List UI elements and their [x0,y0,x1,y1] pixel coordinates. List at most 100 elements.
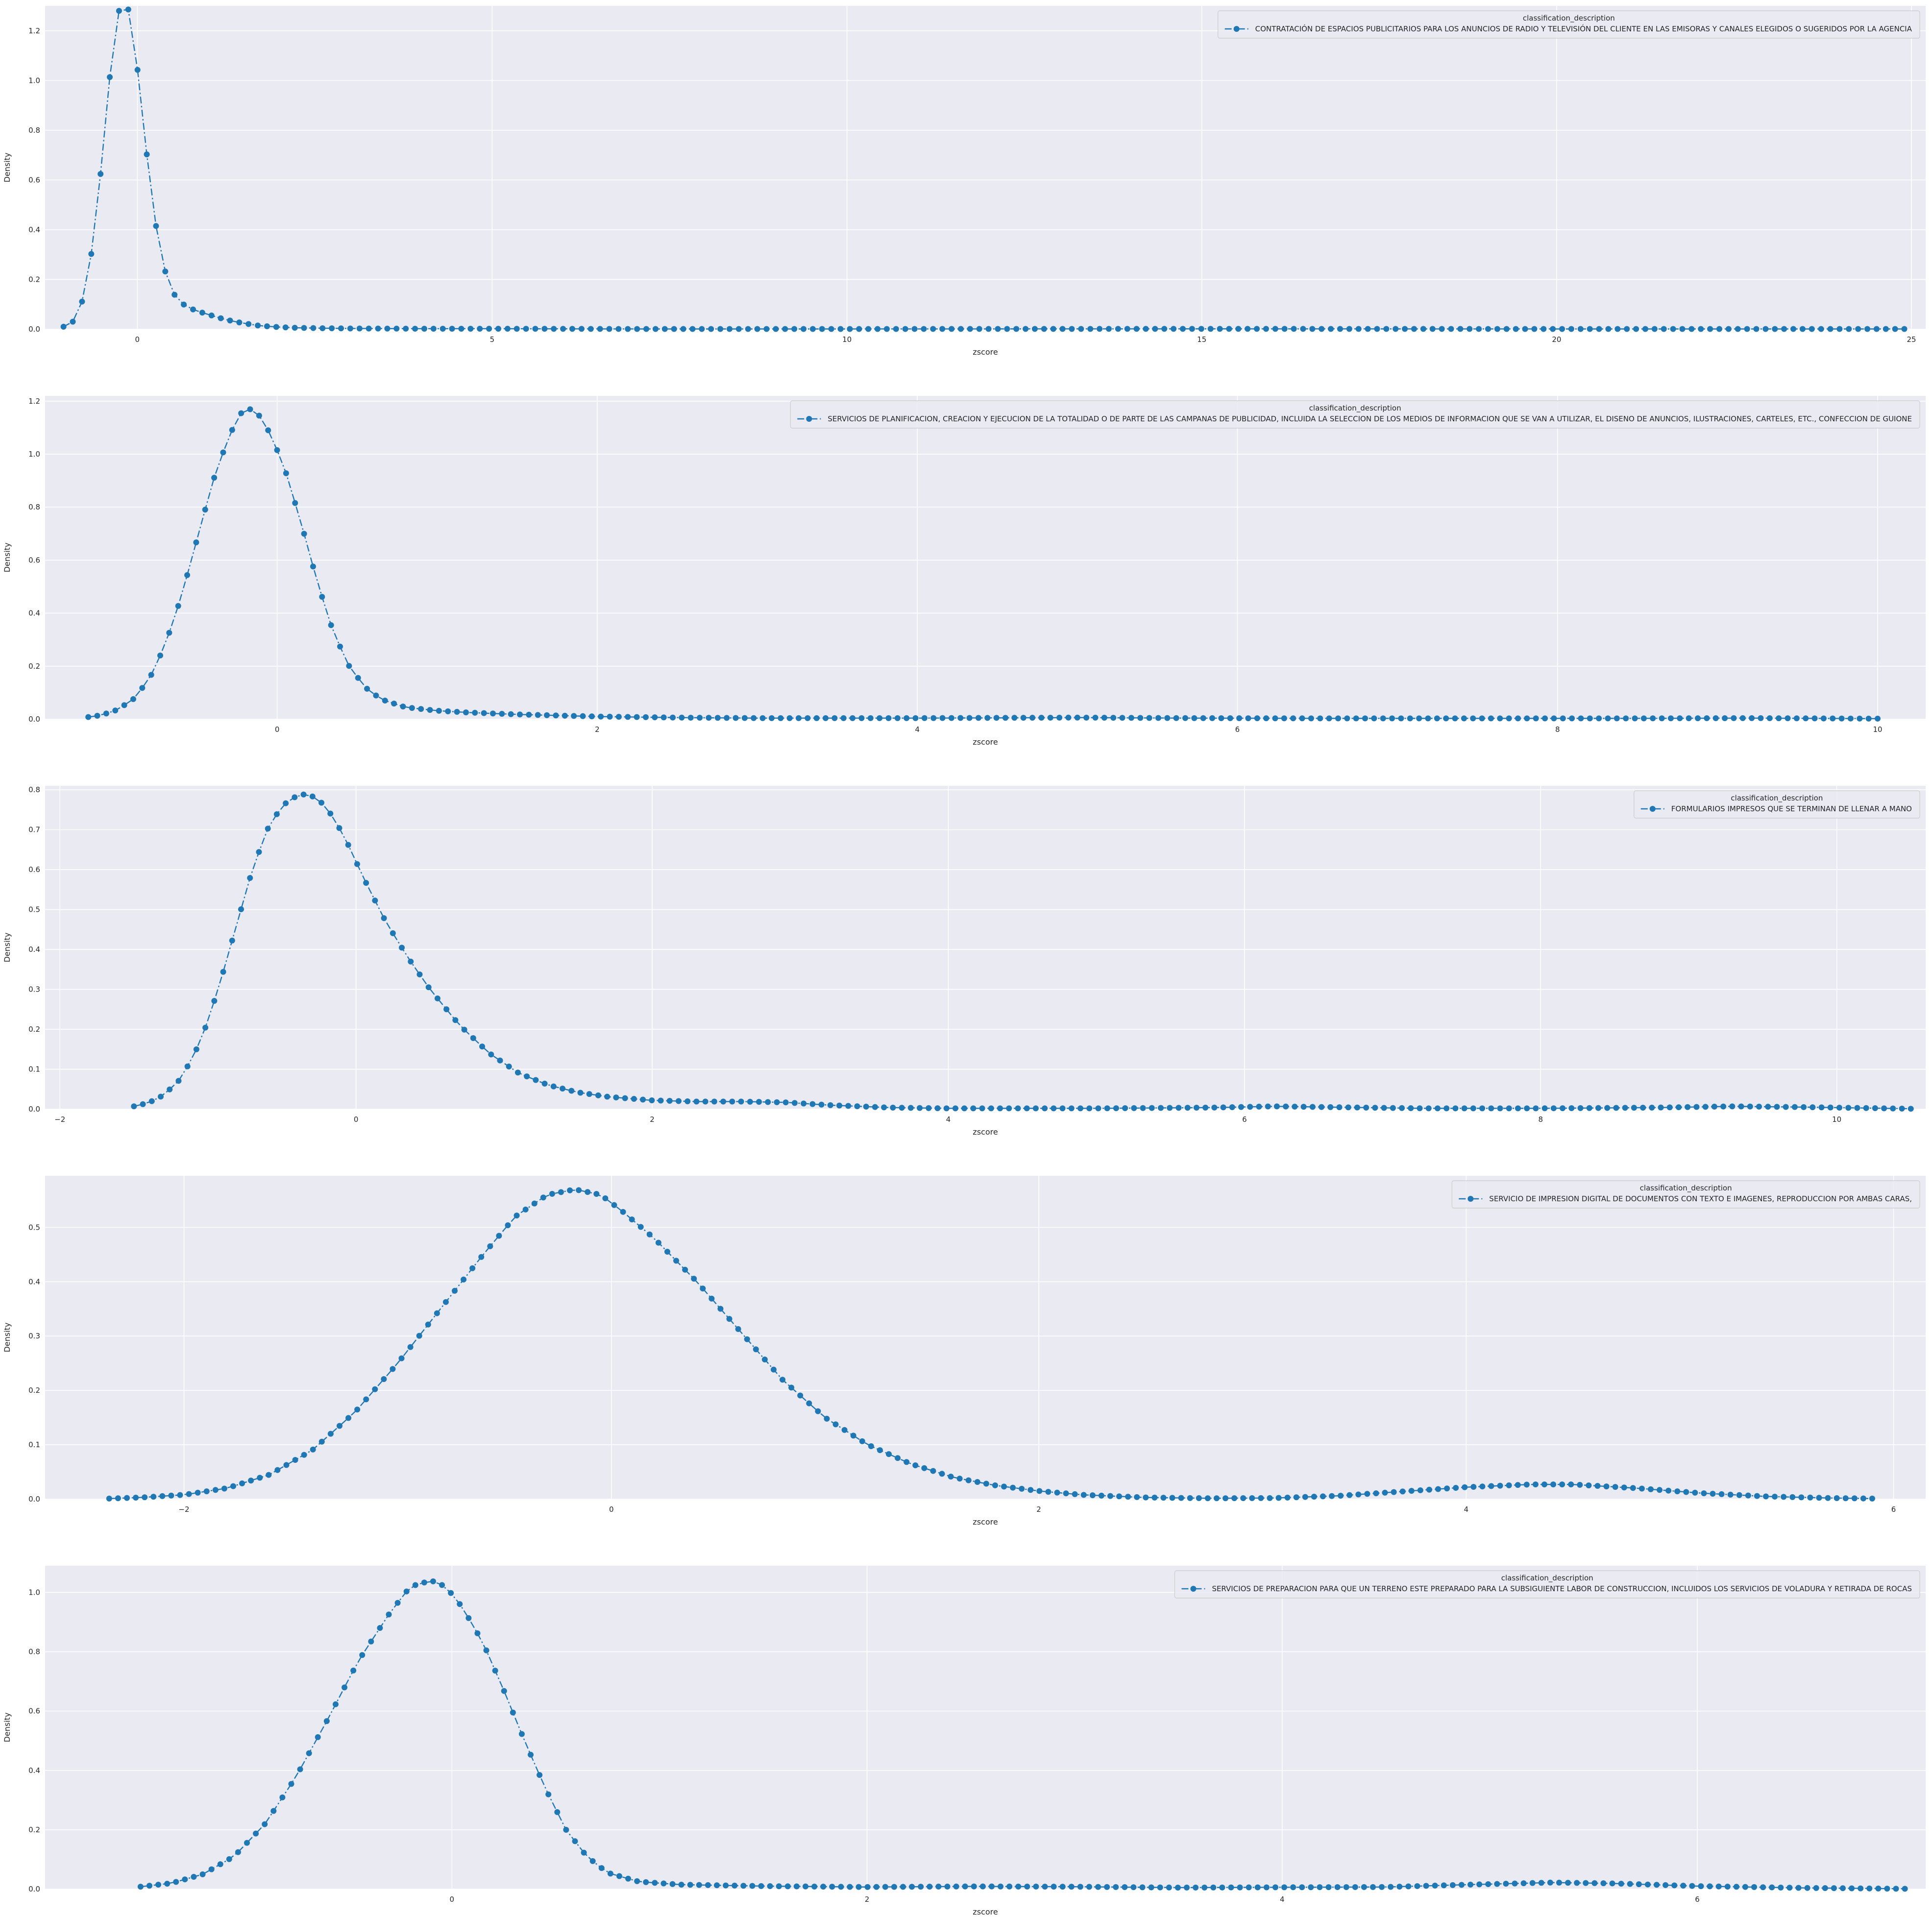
data-point [283,1462,290,1468]
y-tick-label: 1.2 [28,26,40,35]
legend-swatch-marker [1190,1586,1197,1592]
data-point [393,325,400,332]
data-point [262,1821,268,1827]
data-point [1603,1483,1610,1490]
data-point [554,1809,561,1815]
y-tick-label: 0.8 [28,1648,40,1656]
data-point [514,1213,520,1219]
data-point [847,1884,853,1890]
data-point [1024,1883,1030,1890]
data-point [1143,326,1149,332]
data-point [831,715,838,721]
data-point [1845,1105,1852,1111]
data-point [809,326,816,332]
data-point [227,317,233,324]
data-point [208,312,215,318]
data-point [740,1883,747,1889]
data-point [1174,1884,1181,1891]
y-tick-label: 0.8 [28,126,40,135]
data-point [948,1474,954,1480]
data-point [957,326,964,332]
data-point [726,1316,733,1322]
data-point [1047,714,1053,721]
data-point [1631,1105,1637,1111]
data-point [1402,326,1408,332]
data-point [524,1073,530,1080]
data-point [975,715,981,721]
data-point [678,1881,685,1888]
data-point [1256,1103,1262,1110]
data-point [384,325,391,332]
data-point [1756,1103,1762,1110]
data-point [1095,1884,1101,1890]
data-point [1857,715,1863,722]
data-point [1636,1881,1642,1888]
data-point [691,1276,697,1282]
y-tick-label: 0.6 [28,556,40,564]
data-point [452,1017,459,1023]
data-point [911,326,918,332]
data-point [1694,715,1701,722]
data-point [1836,1104,1842,1111]
data-point [1355,1491,1362,1498]
data-point [631,1096,637,1102]
data-point [363,880,369,886]
data-point [837,326,844,332]
data-point [1452,1105,1459,1112]
data-point [1180,326,1186,332]
y-tick-label: 0.4 [28,609,40,618]
legend-box [1451,1180,1920,1209]
data-point [1731,715,1737,721]
data-point [949,326,955,332]
legend-entry: SERVICIOS DE PREPARACION PARA QUE UN TER… [1212,1584,1912,1593]
data-point [1872,1105,1878,1112]
data-point [85,714,92,720]
data-point [1173,715,1179,721]
data-point [125,6,131,13]
data-point [1411,326,1417,332]
data-point [1541,1105,1548,1112]
data-point [1707,326,1713,332]
data-point [166,630,172,636]
data-point [1417,1487,1423,1493]
data-point [615,714,622,720]
data-point [1614,715,1620,722]
data-point [967,326,973,332]
data-point [957,715,964,721]
data-point [1707,1883,1713,1890]
data-point [1470,715,1476,722]
data-point [1211,1104,1218,1111]
data-point [1774,1104,1780,1110]
data-point [1520,1880,1527,1887]
data-point [1497,715,1503,722]
data-point [1336,1104,1343,1111]
data-point [774,1099,780,1105]
data-point [1077,1884,1083,1890]
data-point [1272,1884,1278,1891]
data-point [363,1396,369,1403]
y-axis-label: Density [2,153,12,183]
data-point [1158,1105,1164,1111]
data-point [820,1883,827,1890]
data-point [195,1489,201,1496]
data-point [1568,326,1574,332]
data-point [182,1876,188,1883]
data-point [1432,1882,1438,1889]
y-tick-label: 1.0 [28,76,40,85]
data-point [211,997,218,1004]
data-point [199,310,205,316]
data-point [130,696,136,703]
data-point [398,1355,405,1361]
data-point [965,1477,972,1483]
data-point [139,685,146,691]
data-point [1883,326,1889,332]
data-point [1614,326,1621,332]
data-point [877,1447,883,1454]
data-point [868,1443,874,1450]
data-point [944,1883,951,1890]
data-point [1807,1494,1813,1501]
data-point [1290,1884,1296,1891]
data-point [323,1718,330,1724]
